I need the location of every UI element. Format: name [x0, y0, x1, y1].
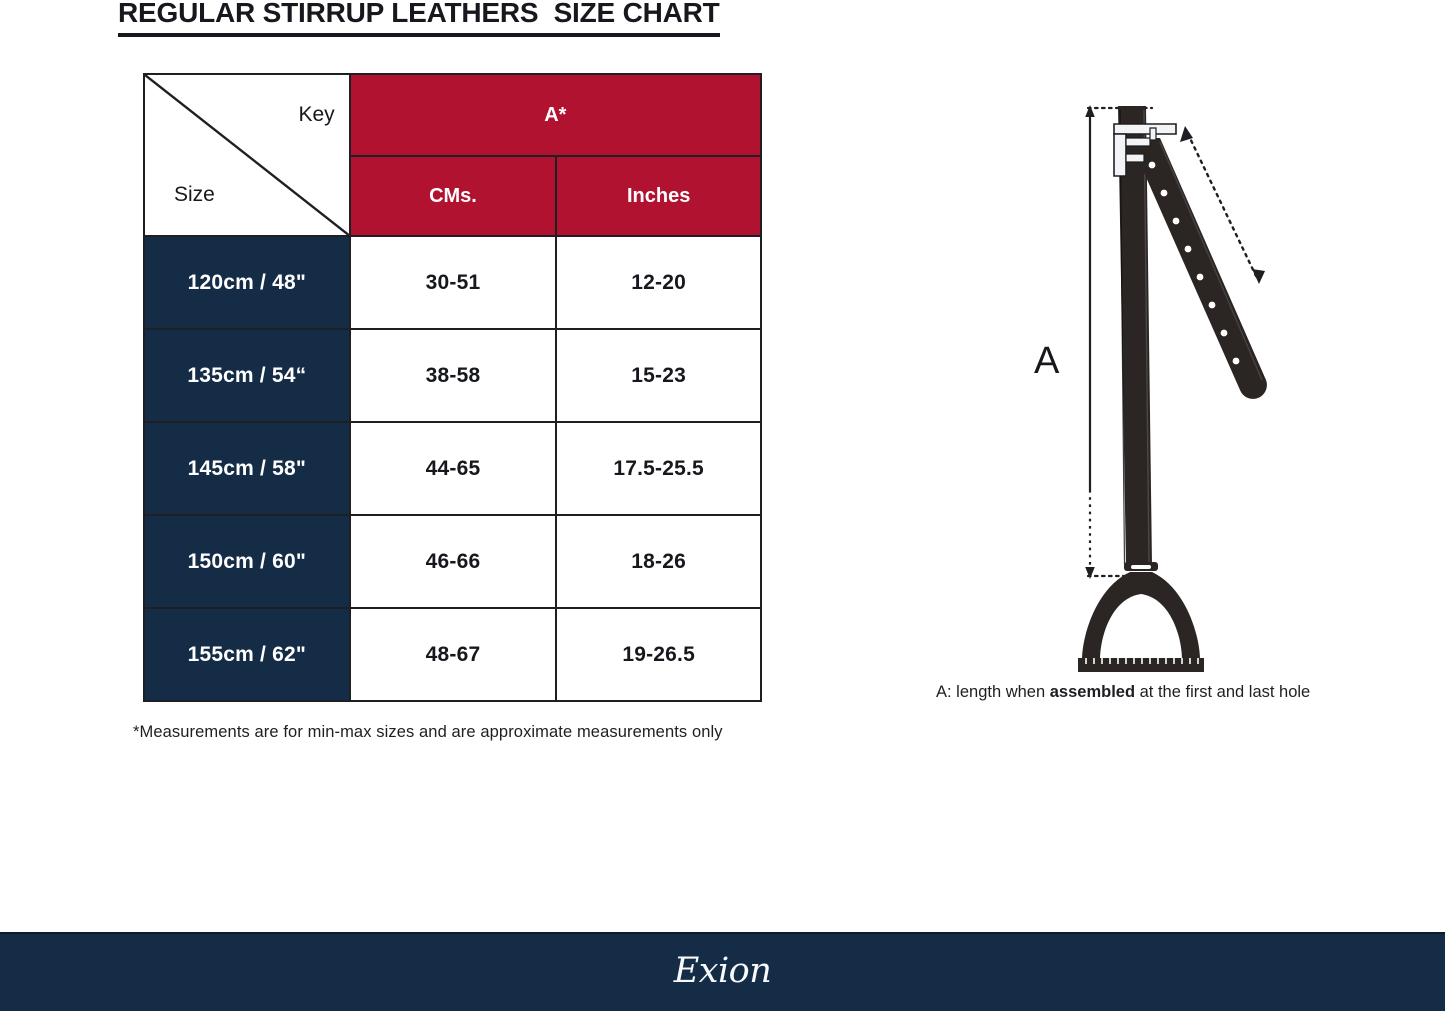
stirrup-leather-diagram [1000, 80, 1400, 680]
table-row: 155cm / 62" 48-67 19-26.5 [143, 607, 762, 702]
strap-hole [1232, 357, 1240, 365]
buckle-icon [1113, 123, 1177, 177]
stirrup-iron [1078, 562, 1204, 672]
strap-hole [1172, 217, 1180, 225]
strap-hole [1220, 329, 1228, 337]
table-row: 135cm / 54“ 38-58 15-23 [143, 328, 762, 423]
cms-cell: 48-67 [348, 607, 558, 702]
diagram-caption: A: length when assembled at the first an… [936, 683, 1310, 702]
table-row: 120cm / 48" 30-51 12-20 [143, 235, 762, 330]
caption-bold-assembled: assembled [1049, 683, 1136, 701]
size-cell: 150cm / 60" [143, 514, 351, 609]
main-strap [1118, 106, 1152, 566]
inches-cell: 17.5-25.5 [555, 421, 762, 516]
dim-arrow-up-icon [1085, 105, 1095, 117]
punched-billet-strap [1134, 138, 1267, 399]
inches-cell: 19-26.5 [555, 607, 762, 702]
unit-header-cms: CMs. [348, 155, 558, 237]
group-header-a: A* [348, 73, 763, 157]
billet-arrow-start-icon [1180, 126, 1193, 142]
dim-arrow-down-icon [1085, 567, 1095, 579]
footer-bar: Exion [0, 932, 1445, 1011]
cms-cell: 30-51 [348, 235, 558, 330]
table-row: 145cm / 58" 44-65 17.5-25.5 [143, 421, 762, 516]
table-header-row-2: CMs. Inches [144, 155, 762, 237]
strap-hole [1208, 301, 1216, 309]
cms-cell: 44-65 [348, 421, 558, 516]
inches-cell: 12-20 [555, 235, 762, 330]
tread-grip-lines [1085, 658, 1199, 664]
page-title: REGULAR STIRRUP LEATHERS SIZE CHART [118, 0, 720, 37]
strap-hole [1184, 245, 1192, 253]
size-cell: 145cm / 58" [143, 421, 351, 516]
size-cell: 155cm / 62" [143, 607, 351, 702]
diagonal-divider-icon [145, 76, 348, 234]
table-row: 150cm / 60" 46-66 18-26 [143, 514, 762, 609]
strap-hole [1196, 273, 1204, 281]
cms-cell: 46-66 [348, 514, 558, 609]
brand-logo: Exion [673, 951, 772, 991]
unit-header-inches: Inches [555, 155, 762, 237]
corner-size-label: Size [174, 183, 215, 206]
size-chart-table: Key Size A* CMs. Inches 120cm / 48" 30-5… [143, 73, 763, 702]
size-cell: 120cm / 48" [143, 235, 351, 330]
stirrup-leather-illustration [1078, 105, 1267, 672]
inches-cell: 15-23 [555, 328, 762, 423]
cms-cell: 38-58 [348, 328, 558, 423]
strap-hole [1160, 189, 1168, 197]
measurements-footnote: *Measurements are for min-max sizes and … [133, 723, 723, 741]
corner-key-size-cell: Key Size [143, 73, 351, 237]
caption-suffix: at the first and last hole [1135, 683, 1311, 701]
strap-hole [1148, 161, 1156, 169]
dimension-label-a: A [1034, 340, 1060, 382]
inches-cell: 18-26 [555, 514, 762, 609]
size-cell: 135cm / 54“ [143, 328, 351, 423]
billet-arrow-end-icon [1252, 269, 1265, 284]
table-header-row-1: Key Size A* [143, 73, 763, 237]
caption-prefix: A: length when [936, 683, 1050, 701]
corner-key-label: Key [298, 103, 335, 126]
